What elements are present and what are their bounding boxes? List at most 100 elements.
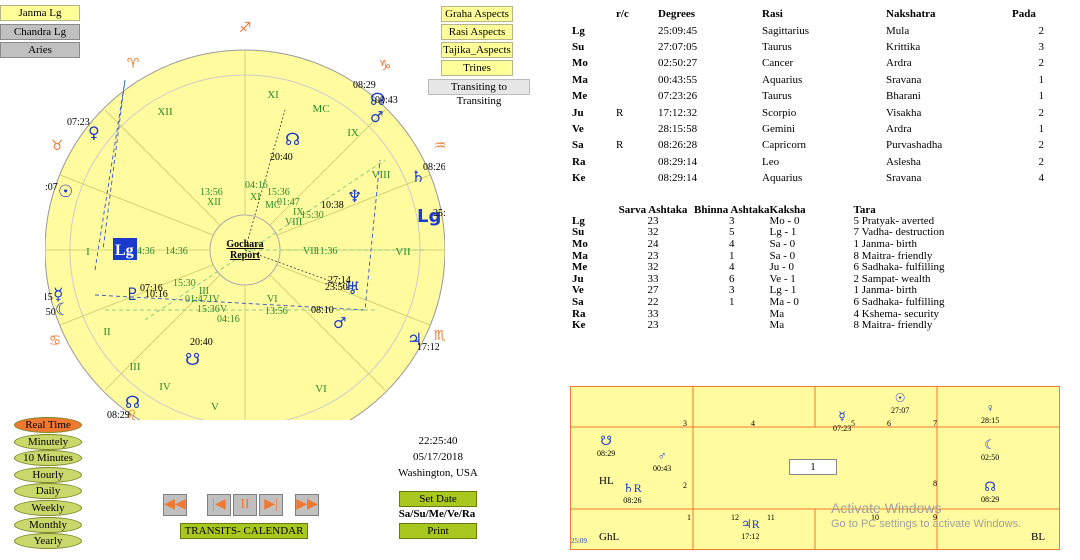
ashtaka-cell: 23 [647,249,659,262]
time-step-minutely-button[interactable]: Minutely [14,433,82,450]
planet-cell: Aquarius [762,172,803,185]
ashtaka-cell: 2 Sampat- wealth [853,272,931,285]
svg-text:♏: ♏ [434,328,445,344]
planet-cell [616,121,658,137]
planet-cell [616,39,658,55]
svg-text:☊: ☊ [285,130,300,150]
svg-text:10:38: 10:38 [321,200,344,211]
ashtaka-cell: Me [572,261,588,274]
svg-text:25:09: 25:09 [433,208,445,219]
svg-text:♐: ♐ [239,20,252,36]
svg-text:01:47: 01:47 [185,294,208,305]
planet-cell: Taurus [762,90,792,103]
planet-cell: Bharani [886,90,921,103]
time-step-hourly-button[interactable]: Hourly [14,466,82,483]
svg-text:☊: ☊ [370,90,385,110]
planet-cell: 2 [1038,106,1045,119]
pause-button[interactable]: II [233,494,257,516]
svg-text:♀: ♀ [88,123,100,142]
ashtaka-row: Ke 23 Ma 8 Maitra- friendly [572,320,1024,332]
svg-text:23:50: 23:50 [325,282,348,293]
time-step-daily-button[interactable]: Daily [14,483,82,500]
planet-cell: Ju [572,106,584,119]
svg-text:10:16: 10:16 [145,289,168,300]
planet-cell: Sa [572,139,584,152]
time-step-yearly-button[interactable]: Yearly [14,533,82,550]
datetime-display: 22:25:40 05/17/2018 Washington, USA [392,433,484,481]
fast-forward-button[interactable]: ▶▶ [295,494,319,516]
step-forward-button[interactable]: ▶| [259,494,283,516]
chart-center-value[interactable]: 1 [789,459,837,475]
step-back-button[interactable]: |◀ [207,494,231,516]
chandra-lg-button[interactable]: Chandra Lg [0,24,80,40]
planet-cell: 3 [1038,40,1045,53]
time-step-real-time-button[interactable]: Real Time [14,417,82,433]
planet-cell: Sagittarius [762,24,810,37]
chart-mars: ♂ 00:43 [653,449,672,473]
chart-bl-label: BL [1031,531,1046,543]
planet-row: Ke 08:29:14 Aquarius Sravana 4 [572,170,1044,186]
ashtaka-cell: 6 Sadhaka- fulfilling [853,296,945,309]
cell-number-10: 10 [871,513,879,522]
planet-cell: Sravana [886,172,922,185]
planet-row: Ve 28:15:58 Gemini Ardra 1 [572,121,1044,137]
planet-cell: 2 [1038,57,1045,70]
set-date-button[interactable]: Set Date [399,491,477,507]
svg-text:♇: ♇ [125,285,140,305]
svg-text:☿: ☿ [53,285,63,305]
planet-cell: Ra [572,155,586,168]
svg-text:♅: ♅ [345,279,360,299]
planet-cell: Taurus [762,40,792,53]
svg-text:♋: ♋ [49,333,62,349]
svg-text:17:12: 17:12 [417,342,440,353]
planet-cell: Lg [572,24,585,37]
ashtaka-row: Ma 23 1 Sa - 0 8 Maitra- friendly [572,250,1024,262]
svg-text:08:26: 08:26 [423,162,445,173]
graha-aspects-button[interactable]: Graha Aspects [441,6,513,22]
planet-cell: Aquarius [762,73,803,86]
ashtaka-cell: Sa - 0 [769,238,796,251]
aries-button[interactable]: Aries [0,42,80,58]
ashtaka-cell: 4 [729,238,735,251]
svg-text:V: V [220,304,228,315]
janma-lg-button[interactable]: Janma Lg [0,5,80,21]
chart-moon: ☾ 02:50 [981,437,1000,462]
ashtaka-cell: 6 [729,272,735,285]
svg-text:☾: ☾ [55,300,70,320]
ashtaka-cell: 24 [647,238,659,251]
planet-cell: 08:29:14 [658,155,698,168]
cell-number-3: 3 [683,419,687,428]
planet-cell: R [616,139,624,152]
svg-text:MC: MC [265,200,281,211]
planet-cell: Visakha [886,106,922,119]
ashtaka-cell: 5 [729,226,735,239]
time-step-weekly-button[interactable]: Weekly [14,500,82,516]
print-button[interactable]: Print [399,523,477,539]
svg-text:III: III [130,361,141,373]
time-step-10-minutes-button[interactable]: 10 Minutes [14,450,82,467]
svg-text:XI: XI [267,89,279,101]
ashtaka-cell: Ve [572,284,584,297]
ashtaka-cell: 8 Maitra- friendly [853,319,933,332]
planet-cell: Ke [572,172,586,185]
planet-cell: 2 [1038,155,1045,168]
svg-text:♌: ♌ [125,408,138,420]
ashtaka-cell: 4 Kshema- security [853,307,940,320]
gochara-report-link[interactable]: Gochara Report [226,239,264,261]
planet-cell: 28:15:58 [658,122,698,135]
time-step-monthly-button[interactable]: Monthly [14,516,82,533]
planet-cell: Capricorn [762,139,806,152]
planet-cell: Ve [572,122,584,135]
fast-rewind-button[interactable]: ◀◀ [163,494,187,516]
planet-cell: 08:26:28 [658,139,698,152]
svg-text:IV: IV [159,381,171,393]
transiting-to-transiting-button[interactable]: Transiting to Transiting [428,79,530,107]
planet-cell [616,170,658,186]
ashtaka-cell: 8 Maitra- friendly [853,249,933,262]
tajika-aspects-button[interactable]: Tajika_Aspects [441,42,513,58]
chart-grid [571,387,1059,549]
ashtaka-row: Lg 23 3 Mo - 0 5 Pratyak- averted [572,216,1024,228]
rasi-aspects-button[interactable]: Rasi Aspects [441,24,513,40]
transits-calendar-button[interactable]: TRANSITS- CALENDAR [180,523,308,539]
trines-button[interactable]: Trines [441,60,513,76]
